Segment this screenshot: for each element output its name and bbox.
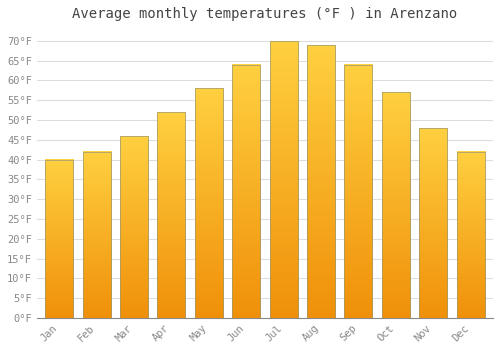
Bar: [307, 45, 335, 318]
Bar: [456, 152, 484, 318]
Bar: [195, 89, 223, 318]
Bar: [382, 92, 410, 318]
Bar: [45, 160, 74, 318]
Bar: [120, 136, 148, 318]
Title: Average monthly temperatures (°F ) in Arenzano: Average monthly temperatures (°F ) in Ar…: [72, 7, 458, 21]
Bar: [232, 65, 260, 318]
Bar: [344, 65, 372, 318]
Bar: [419, 128, 447, 318]
Bar: [270, 41, 297, 318]
Bar: [82, 152, 110, 318]
Bar: [158, 112, 186, 318]
